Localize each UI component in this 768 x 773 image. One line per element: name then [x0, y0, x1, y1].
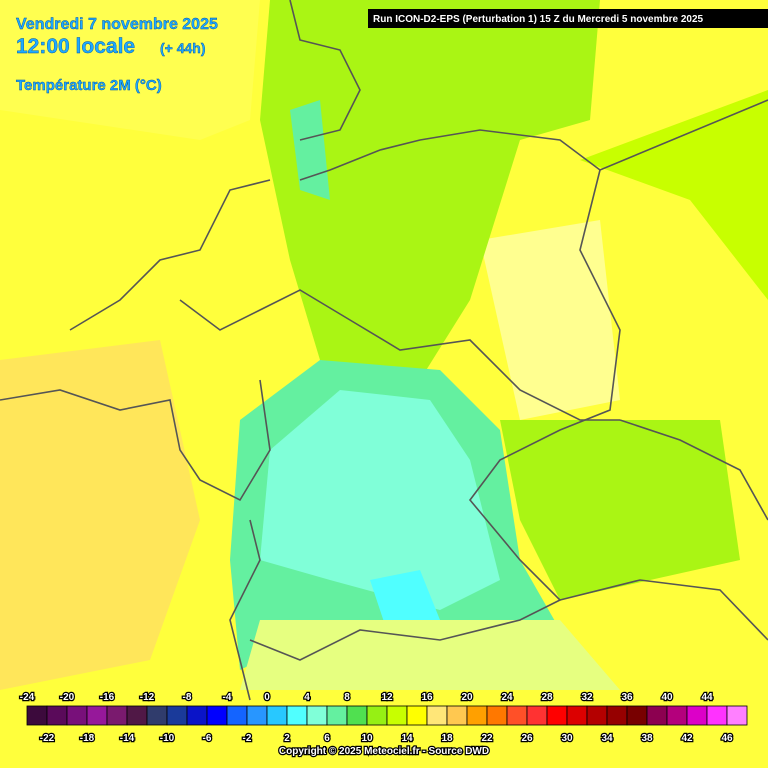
legend-swatch — [66, 705, 88, 726]
legend-label: 42 — [681, 733, 693, 744]
legend-swatch — [326, 705, 348, 726]
border — [179, 289, 620, 421]
coastline — [289, 0, 361, 141]
legend-label: 6 — [324, 733, 330, 744]
legend-swatch — [706, 705, 728, 726]
legend-label: 22 — [481, 733, 493, 744]
legend-swatch — [686, 705, 708, 726]
field-warm — [0, 340, 200, 690]
field-pale — [480, 220, 620, 420]
legend: -24-22-20-18-16-14-12-10-8-6-4-202468101… — [19, 691, 748, 745]
legend-label: -22 — [40, 733, 55, 744]
run-box — [368, 9, 768, 28]
field-green — [260, 0, 600, 380]
legend-label: 8 — [344, 692, 350, 703]
legend-swatch — [86, 705, 108, 726]
border — [0, 379, 271, 502]
legend-swatch — [46, 705, 68, 726]
field-cool-light — [260, 390, 500, 610]
legend-label: 4 — [304, 692, 310, 703]
run-info: Run ICON-D2-EPS (Perturbation 1) 15 Z du… — [373, 14, 704, 25]
legend-swatch — [386, 705, 408, 726]
legend-swatch — [146, 705, 168, 726]
legend-swatch — [306, 705, 328, 726]
legend-swatch — [446, 705, 468, 726]
legend-swatch — [726, 705, 748, 726]
legend-label: -24 — [20, 692, 35, 703]
legend-swatch — [606, 705, 628, 726]
legend-swatch — [666, 705, 688, 726]
legend-swatch — [226, 705, 248, 726]
legend-swatch — [346, 705, 368, 726]
legend-swatch — [566, 705, 588, 726]
date: Vendredi 7 novembre 2025 — [16, 16, 218, 33]
legend-swatch — [366, 705, 388, 726]
legend-swatch — [646, 705, 668, 726]
variable: Température 2M (°C) — [16, 77, 162, 94]
legend-swatch — [506, 705, 528, 726]
field-alps — [240, 620, 620, 690]
legend-swatch — [486, 705, 508, 726]
legend-swatch — [266, 705, 288, 726]
coastline — [299, 99, 768, 181]
legend-swatch — [166, 705, 188, 726]
legend-label: 14 — [401, 733, 413, 744]
lead-time: (+ 44h) — [160, 40, 206, 56]
legend-swatch — [526, 705, 548, 726]
time: 12:00 locale — [16, 35, 135, 58]
coastline — [69, 179, 271, 331]
legend-label: 32 — [581, 692, 593, 703]
legend-label: -8 — [183, 692, 192, 703]
legend-label: -16 — [100, 692, 115, 703]
legend-swatch — [246, 705, 268, 726]
legend-label: 28 — [541, 692, 553, 703]
legend-label: 46 — [721, 733, 733, 744]
legend-label: 10 — [361, 733, 373, 744]
legend-swatch — [286, 705, 308, 726]
legend-label: 34 — [601, 733, 613, 744]
legend-label: -2 — [243, 733, 252, 744]
legend-swatch — [106, 705, 128, 726]
legend-label: 16 — [421, 692, 433, 703]
legend-label: 38 — [641, 733, 653, 744]
border — [229, 519, 261, 701]
legend-swatch — [186, 705, 208, 726]
legend-swatch — [126, 705, 148, 726]
legend-label: -18 — [80, 733, 95, 744]
legend-label: 30 — [561, 733, 573, 744]
legend-label: -20 — [60, 692, 75, 703]
legend-label: -14 — [120, 733, 135, 744]
field-green — [500, 420, 740, 600]
legend-label: 24 — [501, 692, 513, 703]
legend-label: -4 — [223, 692, 232, 703]
legend-label: -12 — [140, 692, 155, 703]
border — [249, 169, 621, 661]
legend-label: 36 — [621, 692, 633, 703]
legend-label: 0 — [264, 692, 270, 703]
legend-label: 18 — [441, 733, 453, 744]
copyright: Copyright © 2025 Meteociel.fr - Source D… — [279, 746, 489, 757]
legend-swatch — [426, 705, 448, 726]
legend-label: 26 — [521, 733, 533, 744]
legend-label: 12 — [381, 692, 393, 703]
border — [619, 419, 768, 521]
legend-swatch — [466, 705, 488, 726]
field-green — [580, 90, 768, 300]
legend-swatch — [626, 705, 648, 726]
legend-label: 2 — [284, 733, 290, 744]
legend-label: 44 — [701, 692, 713, 703]
legend-label: 40 — [661, 692, 673, 703]
legend-swatch — [406, 705, 428, 726]
legend-label: -6 — [203, 733, 212, 744]
legend-swatch — [206, 705, 228, 726]
legend-swatch — [546, 705, 568, 726]
border — [559, 579, 768, 641]
legend-label: 20 — [461, 692, 473, 703]
field-green-dark — [290, 100, 330, 200]
legend-swatch — [26, 705, 48, 726]
legend-swatch — [586, 705, 608, 726]
legend-label: -10 — [160, 733, 175, 744]
field-pale — [0, 0, 260, 140]
